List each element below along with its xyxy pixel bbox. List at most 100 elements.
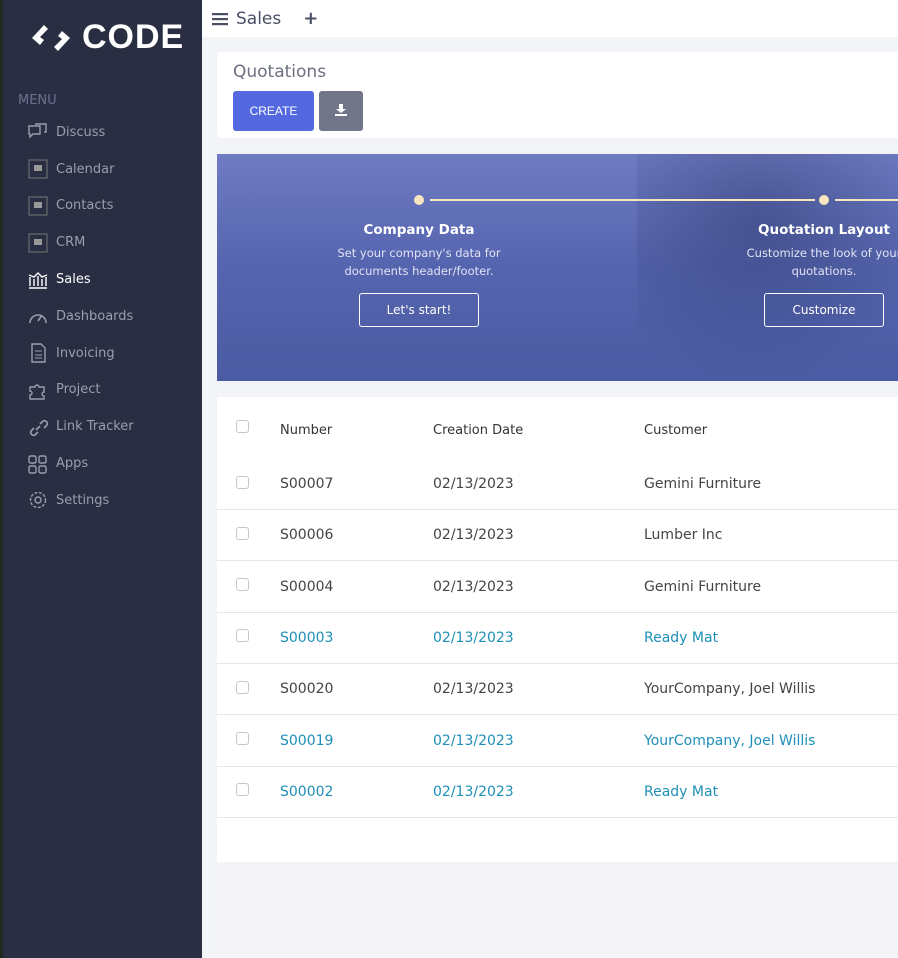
sidebar-item-label: Discuss [56,124,106,140]
sidebar: CODE MENU Discuss Calendar Contacts CRM Sale… [0,0,202,958]
customer: Gemini Furniture [644,476,762,492]
table-row[interactable]: S00007 02/13/2023 Gemini Furniture [217,459,898,510]
sidebar-item-label: Apps [56,456,89,472]
row-checkbox[interactable] [236,732,249,745]
step-title: Company Data [363,222,475,238]
download-button[interactable] [319,91,363,131]
step-line [835,199,898,201]
sidebar-nav: Discuss Calendar Contacts CRM Sales Dashboard… [27,114,202,519]
select-all-checkbox[interactable] [236,420,249,433]
topbar: Sales + [202,0,898,37]
sidebar-item-label: CRM [56,235,86,251]
row-checkbox[interactable] [236,629,249,643]
table-row[interactable]: S00020 02/13/2023 YourCompany, Joel Will… [217,664,898,716]
quotation-number: S00019 [280,732,334,749]
sidebar-item-dashboards[interactable]: Dashboards [27,298,202,335]
grid-icon [27,454,49,474]
app-placeholder-icon [27,159,49,179]
customer: Ready Mat [644,629,719,646]
invoice-icon [27,343,49,363]
table-row[interactable]: S00002 02/13/2023 Ready Mat [217,767,898,818]
creation-date: 02/13/2023 [433,681,514,698]
sidebar-item-crm[interactable]: CRM [27,224,202,261]
create-button[interactable]: CREATE [233,91,314,131]
sidebar-item-label: Settings [56,492,110,508]
column-header-creation-date[interactable]: Creation Date [433,423,524,438]
creation-date: 02/13/2023 [433,629,514,646]
step-quotation-layout: Quotation Layout Customize the look of y… [704,222,898,327]
logo[interactable]: CODE [30,18,184,57]
row-checkbox[interactable] [236,475,249,489]
chat-icon [27,122,49,142]
sidebar-item-project[interactable]: Project [27,372,202,409]
table-row[interactable]: S00019 02/13/2023 YourCompany, Joel Will… [217,716,898,767]
quotation-number: S00007 [280,476,334,492]
table-row[interactable]: S00004 02/13/2023 Gemini Furniture [217,562,898,613]
step-company-data: Company Data Set your company's data for… [299,222,539,327]
link-icon [27,417,49,437]
quotation-number: S00003 [280,629,334,646]
sidebar-item-label: Project [56,382,101,398]
row-checkbox[interactable] [236,578,249,592]
customer: Gemini Furniture [644,578,762,595]
customer: Lumber Inc [644,527,723,544]
table-row[interactable]: S00003 02/13/2023 Ready Mat [217,613,898,664]
quotation-number: S00004 [280,578,334,595]
add-tab-button[interactable]: + [303,8,319,29]
step-text: Customize the look of your [746,246,898,260]
customer: Ready Mat [644,783,719,800]
step-dot [414,195,424,205]
sidebar-item-invoicing[interactable]: Invoicing [27,335,202,372]
app-placeholder-icon [27,196,49,216]
customer: YourCompany, Joel Willis [644,681,816,698]
sidebar-item-label: Calendar [56,161,115,177]
sidebar-item-label: Sales [56,272,91,288]
table-header: Number Creation Date Customer [217,405,898,456]
quotations-table: Number Creation Date Customer S00007 02/… [217,397,898,950]
gear-icon [27,490,49,510]
puzzle-icon [27,380,49,400]
row-checkbox[interactable] [236,526,249,540]
sidebar-item-apps[interactable]: Apps [27,445,202,482]
customize-button[interactable]: Customize [764,293,884,327]
column-header-customer[interactable]: Customer [644,423,708,438]
step-title: Quotation Layout [757,222,891,238]
quotation-number: S00006 [280,527,334,544]
quotation-number: S00020 [280,681,334,698]
download-icon [335,103,347,116]
code-logo-icon [32,24,70,51]
column-header-number[interactable]: Number [280,423,333,438]
sidebar-item-settings[interactable]: Settings [27,482,202,519]
sidebar-item-label: Dashboards [56,308,134,324]
sidebar-item-label: Link Tracker [56,419,134,435]
bank-chart-icon [27,270,49,290]
step-line [430,199,815,201]
creation-date: 02/13/2023 [433,527,514,544]
sidebar-item-sales[interactable]: Sales [27,261,202,298]
step-text: documents header/footer. [344,264,494,278]
sidebar-item-label: Invoicing [56,345,115,361]
onboarding-banner: Company Data Set your company's data for… [217,154,898,381]
creation-date: 02/13/2023 [433,732,514,749]
banner-background-image [637,154,898,381]
app-title: Sales [236,8,282,29]
brand-name: CODE [82,18,185,56]
creation-date: 02/13/2023 [433,783,514,800]
creation-date: 02/13/2023 [433,476,514,492]
hamburger-menu-icon[interactable] [212,12,228,26]
sidebar-item-label: Contacts [56,198,114,214]
quotation-number: S00002 [280,783,334,800]
sidebar-item-calendar[interactable]: Calendar [27,151,202,188]
row-checkbox[interactable] [236,783,249,797]
sidebar-item-discuss[interactable]: Discuss [27,114,202,151]
lets-start-button[interactable]: Let's start! [359,293,479,327]
table-row[interactable]: S00006 02/13/2023 Lumber Inc [217,510,898,562]
sidebar-item-link-tracker[interactable]: Link Tracker [27,408,202,445]
creation-date: 02/13/2023 [433,578,514,595]
app-placeholder-icon [27,233,49,253]
step-text: Set your company's data for [337,246,501,260]
row-checkbox[interactable] [236,680,249,694]
sidebar-item-contacts[interactable]: Contacts [27,188,202,225]
table-footer [217,862,898,950]
step-dot [819,195,829,205]
